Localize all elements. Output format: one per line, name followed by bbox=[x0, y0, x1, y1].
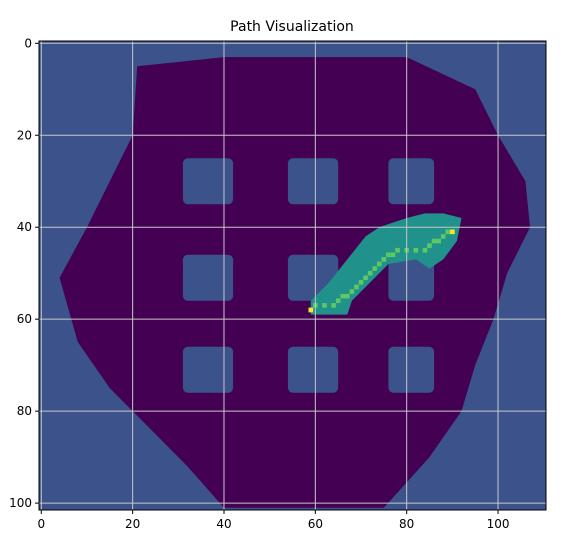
y-axis: 0 20 40 60 80 100 bbox=[9, 36, 39, 510]
path-cell bbox=[372, 266, 377, 271]
path-cell bbox=[386, 252, 391, 258]
path-cell bbox=[349, 289, 355, 294]
path-cell bbox=[395, 247, 400, 253]
obstacle-4 bbox=[182, 254, 234, 301]
y-tick-label: 80 bbox=[17, 404, 32, 418]
path-cell bbox=[354, 284, 359, 290]
path-cell bbox=[422, 247, 428, 253]
x-tick-label: 80 bbox=[399, 517, 414, 531]
y-tick-label: 20 bbox=[17, 128, 32, 142]
path-cell bbox=[331, 303, 336, 308]
path-cell bbox=[381, 257, 387, 262]
obstacle-1 bbox=[182, 158, 234, 205]
path-cell bbox=[440, 234, 446, 239]
y-tick-label: 40 bbox=[17, 220, 32, 234]
obstacle-6 bbox=[388, 254, 435, 301]
x-axis: 0 20 40 60 80 100 bbox=[37, 510, 509, 531]
path-cell bbox=[363, 275, 368, 281]
obstacle-9 bbox=[388, 346, 435, 393]
y-tick-label: 100 bbox=[9, 496, 32, 510]
path-cell bbox=[367, 270, 373, 276]
obstacle-2 bbox=[287, 158, 339, 205]
obstacle-7 bbox=[182, 346, 234, 393]
path-cell bbox=[427, 243, 432, 248]
path-cell bbox=[436, 238, 441, 244]
x-tick-label: 100 bbox=[487, 517, 510, 531]
search-region bbox=[310, 213, 462, 315]
path-cell bbox=[431, 238, 437, 244]
y-tick-label: 0 bbox=[24, 36, 32, 50]
path-cell bbox=[377, 261, 382, 267]
obstacle-3 bbox=[388, 158, 435, 205]
start-point bbox=[308, 307, 314, 313]
x-tick-label: 0 bbox=[37, 517, 45, 531]
path-cell bbox=[413, 247, 419, 253]
chart-title: Path Visualization bbox=[230, 19, 354, 35]
goal-point bbox=[450, 229, 455, 235]
x-tick-label: 40 bbox=[216, 517, 231, 531]
plot-frame bbox=[38, 40, 547, 511]
path-cell bbox=[358, 280, 364, 285]
path-cell bbox=[390, 252, 396, 258]
path-cell bbox=[345, 293, 350, 299]
path-cell bbox=[322, 303, 327, 308]
path-cell bbox=[445, 229, 451, 235]
y-tick-label: 60 bbox=[17, 312, 32, 326]
plot-area bbox=[39, 41, 546, 510]
x-tick-label: 20 bbox=[125, 517, 140, 531]
obstacle-8 bbox=[287, 346, 339, 393]
x-tick-label: 60 bbox=[308, 517, 323, 531]
path-cell bbox=[340, 293, 346, 299]
path-cell bbox=[335, 298, 341, 304]
